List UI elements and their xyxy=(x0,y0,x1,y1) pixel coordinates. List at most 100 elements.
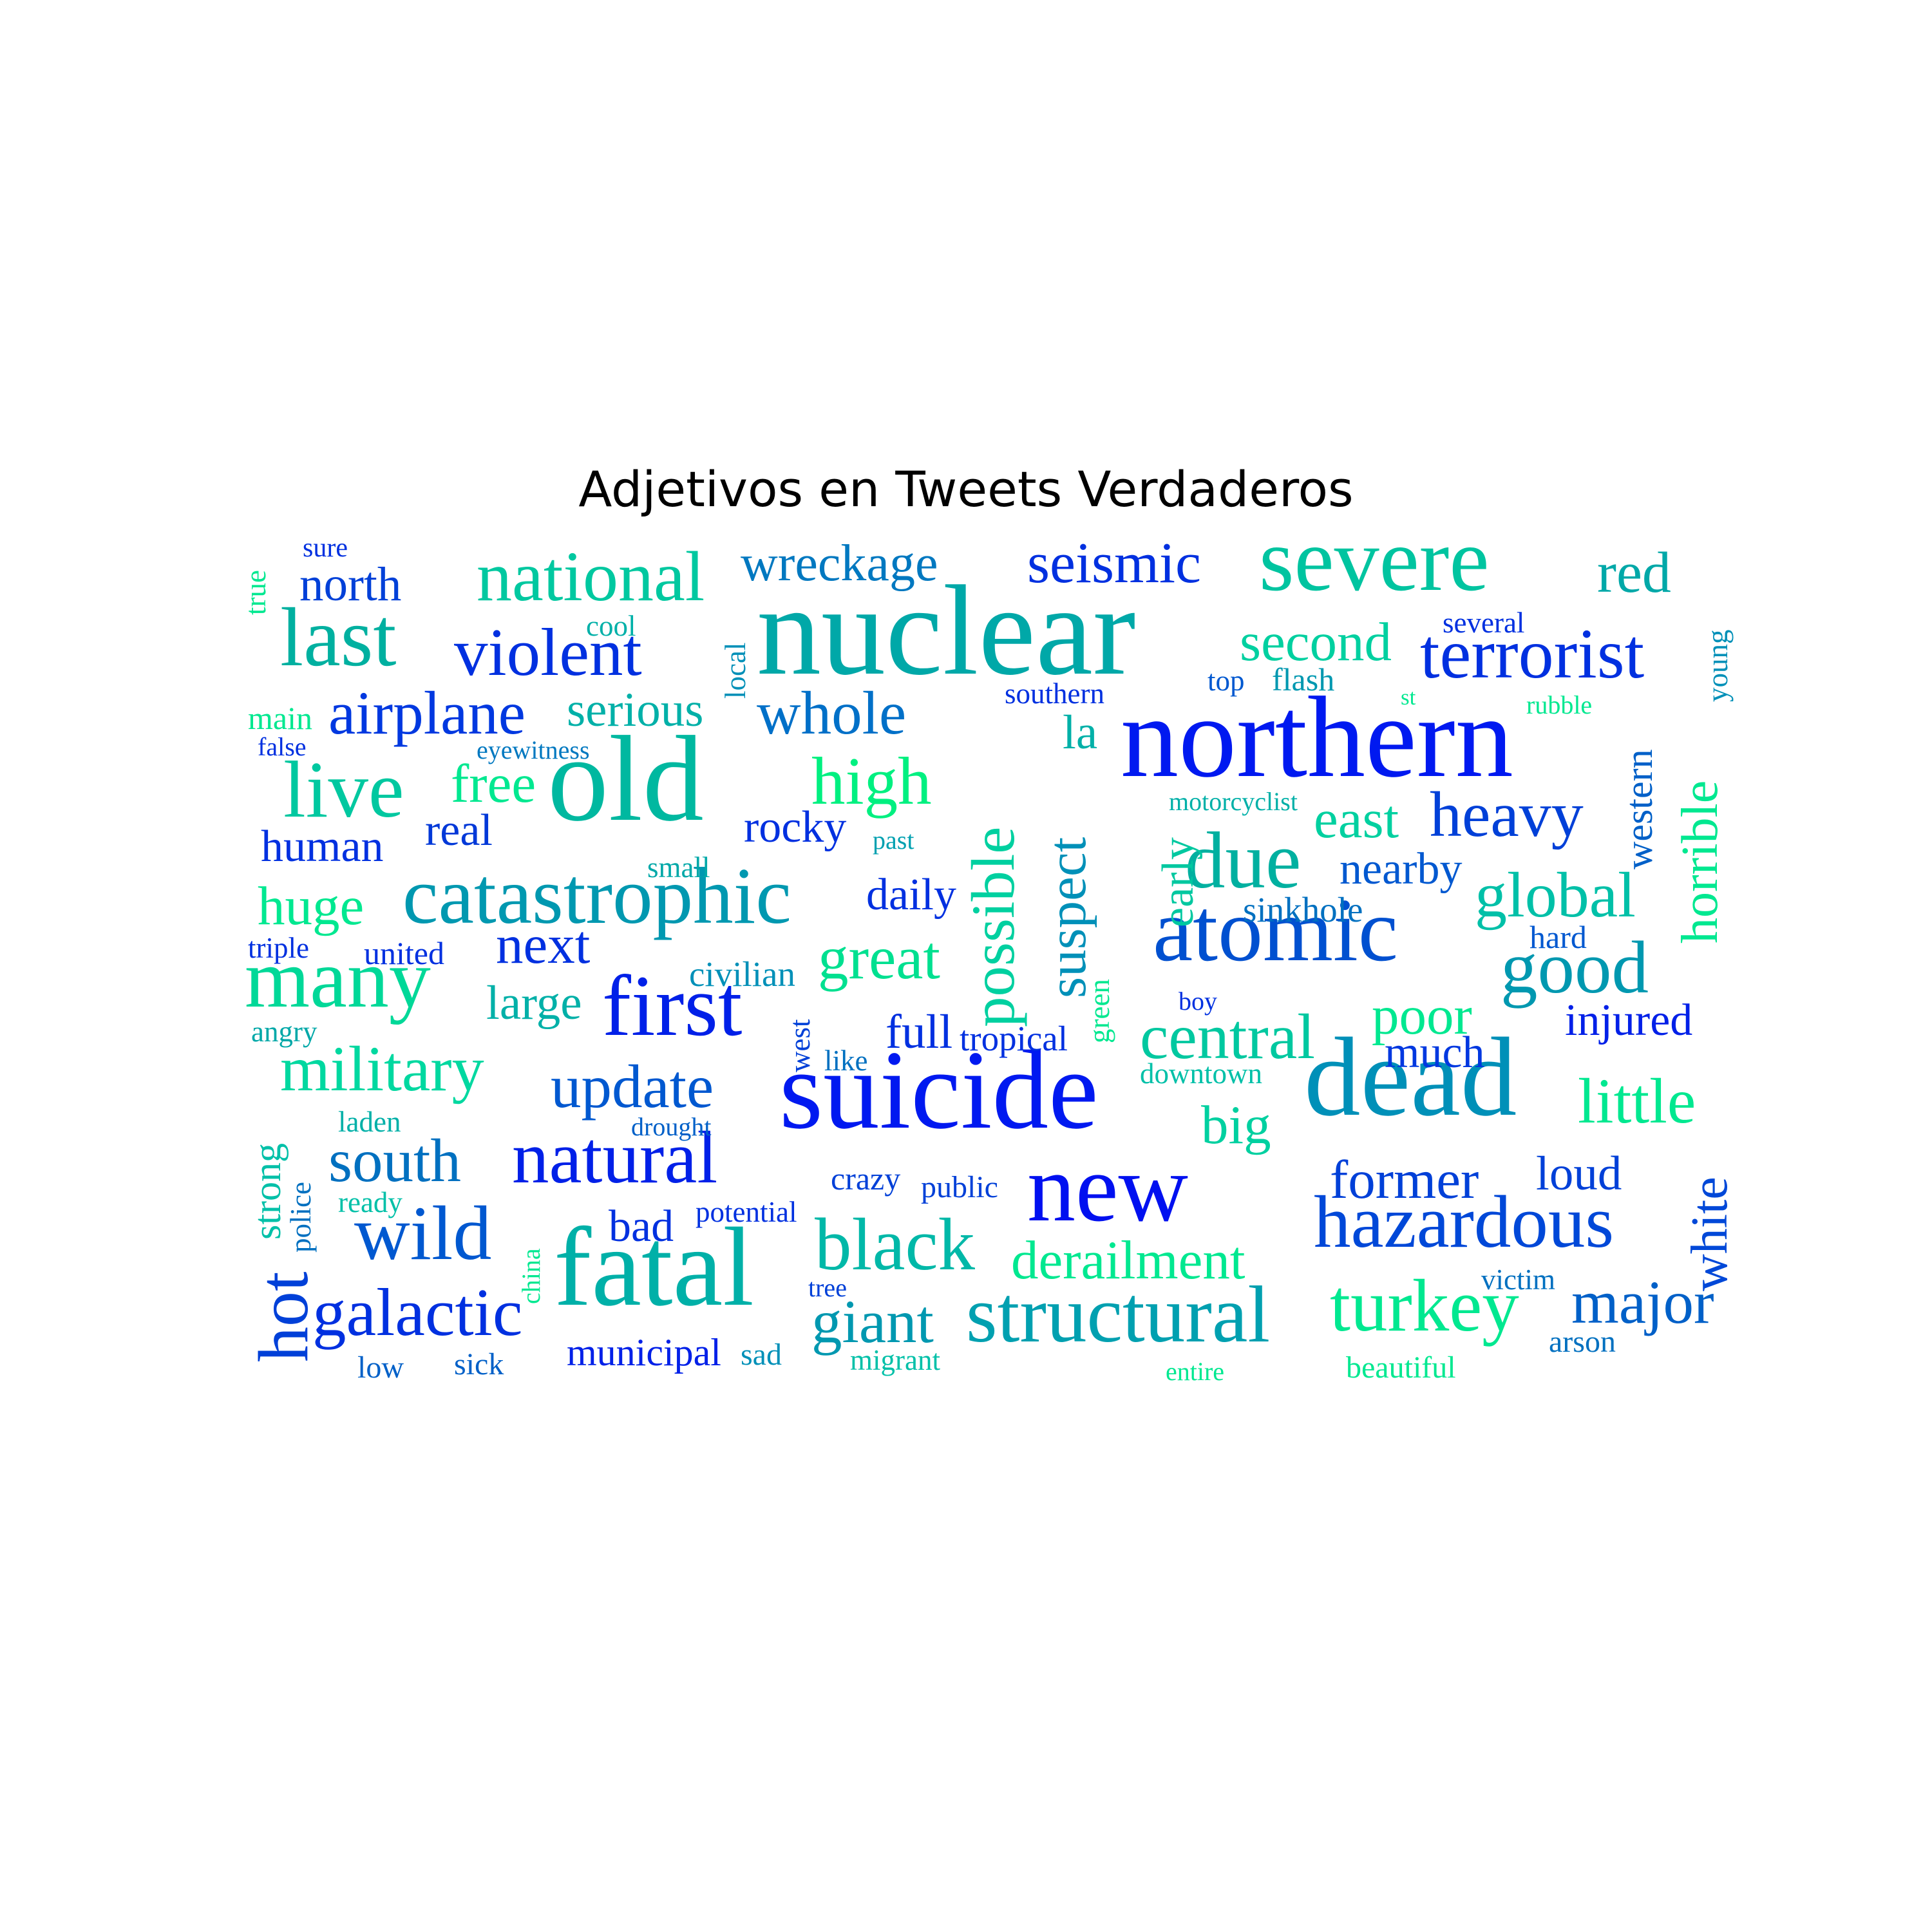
word-police: police xyxy=(285,1182,317,1253)
word-young: young xyxy=(1701,629,1734,703)
word-boy: boy xyxy=(1179,987,1217,1016)
word-local: local xyxy=(719,642,752,699)
word-victim: victim xyxy=(1481,1264,1555,1296)
word-migrant: migrant xyxy=(850,1344,940,1376)
word-beautiful: beautiful xyxy=(1346,1350,1456,1385)
word-east: east xyxy=(1314,789,1399,849)
word-old: old xyxy=(547,712,704,847)
word-flash: flash xyxy=(1272,661,1335,697)
word-turkey: turkey xyxy=(1330,1265,1519,1347)
word-hazardous: hazardous xyxy=(1314,1181,1615,1263)
word-rubble: rubble xyxy=(1526,690,1593,719)
word-civilian: civilian xyxy=(689,954,795,994)
word-sick: sick xyxy=(454,1347,504,1381)
word-angry: angry xyxy=(251,1016,317,1048)
word-huge: huge xyxy=(258,876,365,936)
word-west: west xyxy=(784,1019,816,1073)
word-small: small xyxy=(647,851,710,884)
word-bad: bad xyxy=(609,1202,674,1251)
word-live: live xyxy=(283,746,404,835)
word-motorcyclist: motorcyclist xyxy=(1169,787,1298,816)
word-main: main xyxy=(248,700,312,736)
word-natural: natural xyxy=(512,1117,718,1198)
word-cool: cool xyxy=(586,610,636,642)
word-rocky: rocky xyxy=(744,802,847,852)
word-hot: hot xyxy=(244,1271,323,1362)
word-downtown: downtown xyxy=(1140,1057,1262,1090)
word-crazy: crazy xyxy=(831,1160,901,1197)
word-high: high xyxy=(811,743,932,819)
word-drought: drought xyxy=(631,1112,712,1141)
word-next: next xyxy=(496,914,591,975)
word-large: large xyxy=(486,976,582,1030)
word-former: former xyxy=(1330,1150,1479,1210)
word-public: public xyxy=(921,1170,998,1204)
word-violent: violent xyxy=(454,614,642,690)
word-united: united xyxy=(364,935,444,971)
word-great: great xyxy=(818,923,940,992)
word-several: several xyxy=(1443,607,1525,639)
word-triple: triple xyxy=(248,932,309,964)
word-low: low xyxy=(357,1350,404,1385)
word-whole: whole xyxy=(757,679,907,747)
word-first: first xyxy=(602,958,743,1054)
word-china: china xyxy=(516,1248,545,1304)
word-white: white xyxy=(1681,1177,1738,1291)
word-nuclear: nuclear xyxy=(757,560,1136,702)
word-giant: giant xyxy=(811,1287,934,1356)
word-loud: loud xyxy=(1536,1147,1622,1200)
word-severe: severe xyxy=(1259,510,1490,610)
word-potential: potential xyxy=(696,1196,797,1228)
chart-title: Adjetivos en Tweets Verdaderos xyxy=(578,460,1354,518)
word-military: military xyxy=(280,1033,484,1104)
word-red: red xyxy=(1597,541,1671,605)
word-injured: injured xyxy=(1565,996,1693,1045)
word-free: free xyxy=(451,753,536,814)
word-many: many xyxy=(245,933,431,1025)
word-dead: dead xyxy=(1304,1014,1517,1139)
word-suicide: suicide xyxy=(779,1027,1099,1152)
word-much: much xyxy=(1385,1028,1485,1077)
word-sure: sure xyxy=(303,533,348,563)
word-terrorist: terrorist xyxy=(1420,614,1645,693)
word-last: last xyxy=(280,591,397,684)
word-entire: entire xyxy=(1166,1357,1225,1386)
word-catastrophic: catastrophic xyxy=(402,852,791,941)
word-past: past xyxy=(873,826,914,855)
word-big: big xyxy=(1201,1095,1271,1155)
word-laden: laden xyxy=(338,1106,401,1138)
word-south: south xyxy=(328,1126,461,1195)
word-hard: hard xyxy=(1530,919,1587,955)
word-daily: daily xyxy=(866,870,956,920)
word-major: major xyxy=(1571,1268,1714,1336)
word-top: top xyxy=(1208,665,1245,697)
word-la: la xyxy=(1063,706,1098,759)
word-sinkhole: sinkhole xyxy=(1243,890,1363,929)
word-nearby: nearby xyxy=(1340,844,1463,894)
word-southern: southern xyxy=(1005,677,1104,710)
word-north: north xyxy=(299,558,402,611)
word-structural: structural xyxy=(966,1271,1271,1359)
word-suspect: suspect xyxy=(1037,837,1097,998)
word-fatal: fatal xyxy=(554,1204,754,1329)
word-seismic: seismic xyxy=(1027,531,1201,595)
word-northern: northern xyxy=(1121,673,1513,801)
word-st: st xyxy=(1401,685,1416,710)
word-update: update xyxy=(551,1052,714,1121)
word-tropical: tropical xyxy=(960,1019,1068,1058)
word-human: human xyxy=(261,822,384,871)
word-airplane: airplane xyxy=(328,679,526,747)
word-galactic: galactic xyxy=(312,1274,523,1350)
word-false: false xyxy=(258,732,307,761)
word-serious: serious xyxy=(567,683,704,737)
word-eyewitness: eyewitness xyxy=(477,735,590,764)
word-heavy: heavy xyxy=(1430,779,1584,850)
word-black: black xyxy=(815,1204,976,1285)
word-real: real xyxy=(425,806,493,855)
word-central: central xyxy=(1140,1001,1316,1072)
word-like: like xyxy=(824,1045,868,1077)
word-national: national xyxy=(477,537,705,616)
word-second: second xyxy=(1240,612,1392,672)
word-due: due xyxy=(1185,817,1302,905)
